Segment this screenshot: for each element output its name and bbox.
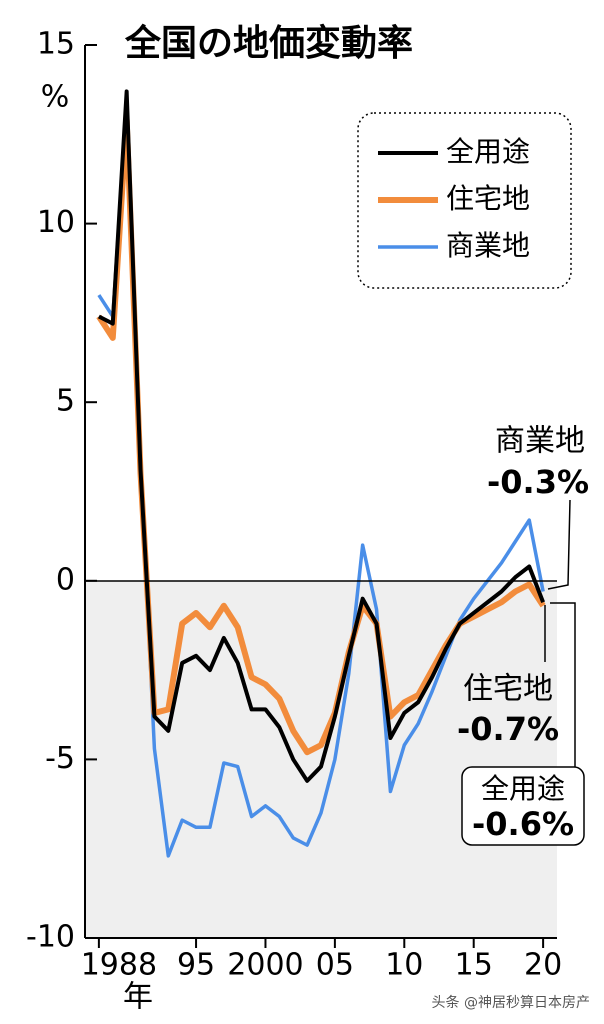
y-tick-label: -5 [45, 741, 75, 776]
annotation-value: -0.7% [457, 710, 559, 748]
x-tick-label: 95 [177, 948, 215, 983]
chart-title: 全国の地価変動率 [124, 22, 413, 64]
legend-box [357, 112, 572, 289]
watermark: 头条 @神居秒算日本房产 [432, 994, 590, 1011]
x-tick-label: 20 [524, 948, 562, 983]
y-tick-label: -10 [26, 920, 75, 955]
connector [547, 499, 571, 590]
line-series [97, 89, 545, 783]
annotation-label: 商業地 [495, 424, 585, 459]
annotation-box [461, 766, 585, 846]
x-unit: 年 [123, 980, 153, 1015]
y-tick-label: 0 [56, 562, 75, 597]
x-tick-label: 10 [385, 948, 423, 983]
connector [550, 602, 576, 767]
annotation-value: -0.3% [487, 463, 589, 501]
y-tick-label: 5 [56, 384, 75, 419]
legend-label: 住宅地 [446, 182, 530, 215]
y-tick-label: 15 [37, 27, 75, 62]
legend-label: 商業地 [446, 229, 530, 262]
x-tick-label: 15 [455, 948, 493, 983]
legend-label: 全用途 [446, 135, 530, 168]
plot [96, 89, 546, 858]
x-tick-label: 05 [316, 948, 354, 983]
y-unit: % [41, 80, 70, 115]
annotation-label: 住宅地 [463, 672, 553, 707]
line-series [97, 107, 545, 858]
annotation-value: -0.6% [472, 805, 574, 843]
annotation-label: 全用途 [481, 772, 565, 805]
y-tick-label: 10 [37, 205, 75, 240]
x-tick-label: 2000 [227, 948, 303, 983]
x-tick-label: 1988 [81, 948, 157, 983]
